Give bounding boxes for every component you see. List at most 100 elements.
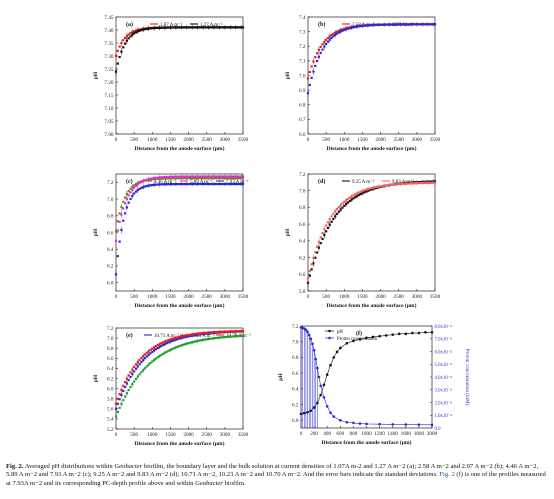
x-tick-label: 500	[322, 294, 330, 300]
x-tick-label: 1800	[414, 431, 425, 437]
data-point	[212, 26, 216, 29]
x-tick-label: 0	[115, 294, 118, 300]
y-tick-label: 7.1	[299, 59, 306, 65]
data-point	[151, 350, 154, 353]
data-point	[339, 208, 342, 211]
data-point	[368, 24, 371, 27]
data-point	[368, 187, 371, 190]
caption-text-2: biofilm, the boundary layer and the bulk…	[6, 463, 539, 479]
data-point	[334, 33, 337, 36]
data-point	[129, 385, 132, 389]
data-point	[315, 251, 319, 254]
y-tick-label: 7.40	[104, 28, 113, 34]
data-point	[363, 191, 366, 194]
caption-figure-link[interactable]: Fig. 2	[439, 471, 455, 479]
data-point	[232, 330, 236, 333]
data-point	[205, 26, 208, 29]
data-point	[220, 330, 223, 333]
data-point	[328, 223, 331, 226]
data-point	[392, 23, 395, 26]
data-point	[241, 177, 245, 180]
data-point	[151, 177, 154, 180]
data-point	[127, 201, 130, 204]
data-point	[386, 23, 389, 26]
y-axis-label: pH	[93, 71, 99, 79]
data-point	[123, 42, 127, 45]
data-point	[171, 347, 174, 351]
data-point	[169, 26, 172, 29]
data-point	[417, 23, 420, 26]
data-point	[220, 336, 223, 339]
data-point	[171, 183, 174, 186]
data-point	[189, 334, 192, 338]
data-point	[345, 203, 348, 206]
x-axis-label: Distance from the anode surface (μm)	[327, 145, 417, 152]
data-point	[138, 373, 141, 376]
data-point	[120, 213, 123, 216]
data-point	[214, 26, 217, 29]
data-point	[138, 358, 141, 362]
data-point	[364, 24, 368, 27]
x-tick-label: 800	[350, 431, 358, 437]
data-point	[229, 330, 232, 333]
data-point	[147, 353, 150, 356]
data-point	[114, 273, 118, 276]
y-tick-label: 7.2	[107, 180, 114, 186]
data-point	[374, 186, 377, 189]
data-point	[319, 393, 322, 397]
x-tick-label: 0	[115, 137, 118, 143]
data-point	[174, 182, 177, 186]
data-point	[223, 182, 226, 186]
data-point	[134, 184, 138, 187]
data-point	[421, 23, 424, 26]
data-point	[322, 383, 326, 387]
data-point	[358, 338, 362, 341]
data-point	[404, 332, 408, 336]
y2-tick-label: 8.0x10⁻⁴	[435, 324, 453, 330]
data-point	[321, 231, 324, 235]
data-point	[147, 178, 150, 181]
data-point	[158, 26, 161, 29]
data-point	[120, 41, 123, 45]
data-point	[178, 344, 181, 348]
data-point	[136, 361, 139, 364]
data-point	[314, 64, 317, 68]
data-point	[116, 410, 119, 414]
data-point	[408, 23, 411, 26]
y-tick-label: 6.0	[107, 386, 114, 392]
data-point	[131, 185, 134, 188]
y-tick-label: 6.2	[292, 402, 299, 408]
panel-label: (b)	[318, 21, 325, 28]
data-point	[323, 40, 326, 43]
x-tick-label: 400	[323, 431, 331, 437]
y-tick-label: 6.4	[107, 366, 114, 372]
data-point	[182, 182, 185, 186]
data-point	[203, 177, 206, 180]
data-point	[330, 220, 333, 223]
y-tick-label: 7.0	[299, 73, 306, 79]
x-tick-label: 1200	[374, 431, 385, 437]
data-point	[180, 335, 183, 338]
x-tick-label: 3000	[220, 432, 231, 438]
series-2	[299, 325, 434, 428]
data-point	[345, 199, 348, 202]
y-tick-label: 6.0	[299, 272, 306, 278]
data-point	[209, 26, 212, 29]
data-point	[162, 343, 165, 347]
data-point	[131, 194, 134, 198]
y-tick-label: 7.2	[299, 172, 306, 178]
data-point	[339, 30, 342, 33]
data-point	[147, 184, 150, 187]
data-point	[227, 175, 230, 178]
y-tick-label: 7.4	[299, 15, 306, 21]
data-point	[221, 336, 225, 339]
data-point	[430, 423, 434, 427]
data-point	[122, 389, 125, 392]
data-point	[198, 177, 201, 180]
data-point	[205, 177, 208, 180]
data-point	[165, 350, 168, 353]
data-point	[153, 177, 156, 180]
data-point	[397, 23, 400, 26]
legend-label: 9.25 A m⁻²	[352, 179, 375, 185]
data-point	[319, 384, 322, 388]
